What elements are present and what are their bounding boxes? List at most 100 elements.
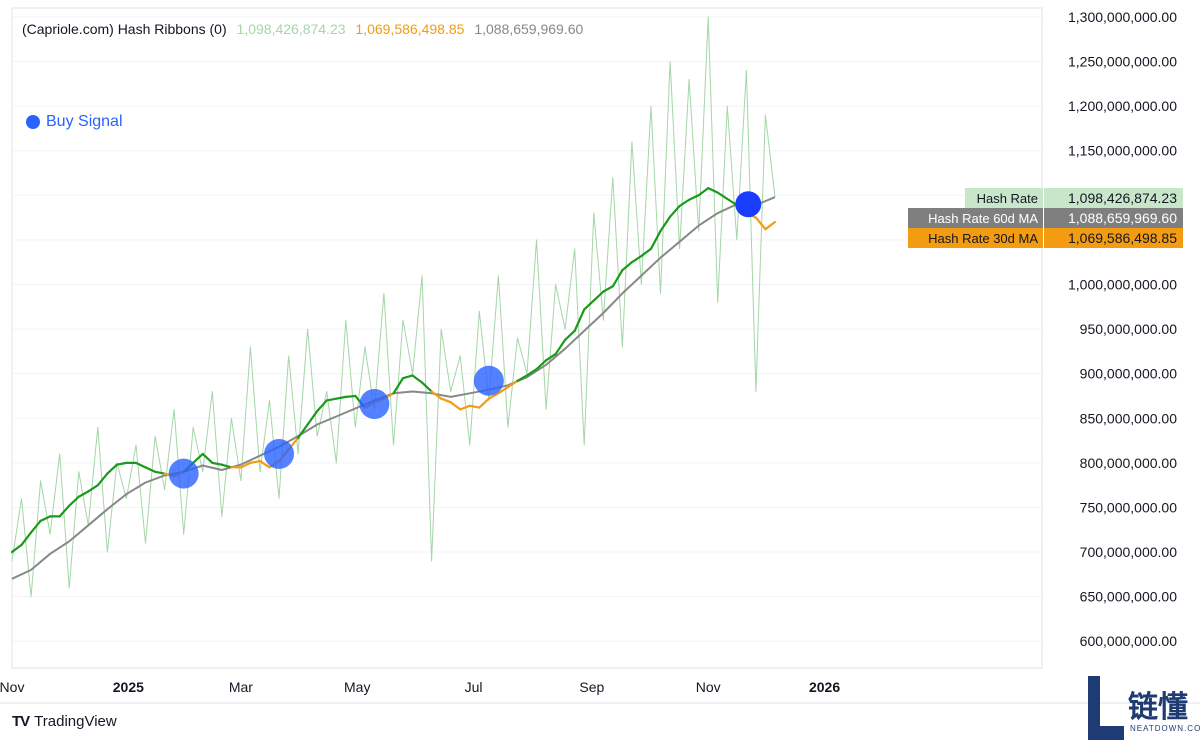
hash-rate-30d-ma-segment [583, 299, 595, 311]
hash-rate-30d-ma-segment [306, 410, 319, 426]
watermark-subtext: NEATDOWN.COM [1130, 724, 1200, 733]
x-tick-label: 2026 [809, 679, 840, 695]
hash-rate-30d-ma-segment [497, 385, 510, 395]
hash-rate-30d-ma-segment [297, 423, 309, 439]
buy-signal-marker [473, 365, 504, 396]
hash-rate-30d-ma-segment [611, 269, 624, 288]
y-tick-label: 650,000,000.00 [1080, 589, 1178, 605]
hash-rate-30d-ma-segment [20, 531, 33, 547]
buy-signal-legend: Buy Signal [26, 113, 123, 131]
price-label-value: 1,069,586,498.85 [1068, 230, 1177, 246]
watermark: 链懂 NEATDOWN.COM [1088, 676, 1200, 740]
x-tick-label: Nov [0, 679, 24, 695]
hash-rate-30d-ma-segment [707, 187, 719, 194]
hash-rate-30d-ma-segment [440, 397, 452, 404]
hash-rate-30d-ma-segment [573, 308, 586, 332]
watermark-logo-icon [1088, 676, 1100, 740]
hash-rate-30d-ma-segment [554, 338, 567, 356]
hash-rate-30d-ma-segment [144, 466, 157, 473]
hash-rate-30d-ma-segment [649, 229, 662, 250]
price-label-name: Hash Rate 30d MA [928, 231, 1038, 246]
y-tick-label: 1,000,000,000.00 [1068, 276, 1177, 292]
hash-rate-30d-ma-segment [564, 329, 576, 341]
hash-rate-30d-ma-segment [621, 261, 634, 272]
header-ma30-value: 1,069,586,498.85 [355, 21, 465, 37]
hash-rate-30d-ma-segment [325, 397, 338, 402]
hash-rate-30d-ma-segment [87, 484, 99, 493]
price-label-value-bg [1044, 228, 1183, 248]
hash-rate-30d-ma-segment [716, 191, 729, 200]
hash-rate-30d-ma-segment [77, 490, 90, 498]
hash-rate-30d-ma-segment [39, 515, 52, 522]
hash-rate-30d-ma-segment [258, 459, 271, 469]
x-tick-label: Jul [465, 679, 483, 695]
buy-signal-label: Buy Signal [46, 113, 123, 130]
indicator-header: (Capriole.com) Hash Ribbons (0) 1,098,42… [22, 21, 589, 37]
hash-rate-30d-ma-segment [401, 374, 414, 380]
header-hash-rate-value: 1,098,426,874.23 [236, 21, 346, 37]
y-tick-label: 950,000,000.00 [1080, 321, 1178, 337]
hash-rate-30d-ma-segment [29, 519, 42, 534]
price-label-name-bg [908, 228, 1043, 248]
price-label-value-bg [1044, 188, 1183, 208]
x-tick-label: Mar [229, 679, 253, 695]
indicator-title: (Capriole.com) Hash Ribbons (0) [22, 21, 227, 37]
hash-rate-30d-ma-segment [115, 461, 128, 466]
hash-rate-30d-ma-segment [754, 216, 767, 231]
y-tick-label: 900,000,000.00 [1080, 366, 1178, 382]
price-label-value: 1,088,659,969.60 [1068, 210, 1177, 226]
y-tick-label: 850,000,000.00 [1080, 410, 1178, 426]
price-label-value: 1,098,426,874.23 [1068, 190, 1177, 206]
hash-rate-30d-ma-segment [249, 459, 262, 464]
hash-rate-30d-ma-segment [316, 399, 328, 413]
y-tick-label: 1,250,000,000.00 [1068, 54, 1177, 70]
hash-rate-30d-ma-segment [525, 368, 538, 377]
price-label-name-bg [965, 188, 1043, 208]
buy-signal-marker [735, 191, 762, 218]
hash-rate-30d-ma-segment [449, 401, 462, 411]
hash-rate-30d-ma-segment [544, 352, 557, 362]
hash-rate-30d-ma-segment [478, 397, 490, 409]
hash-rate-30d-ma-segment [468, 404, 481, 409]
tradingview-label: TradingView [34, 713, 117, 730]
hash-rate-30d-ma-segment [602, 285, 614, 293]
hash-rate-30d-ma-segment [344, 394, 357, 398]
hash-rate-30d-ma-segment [487, 392, 500, 400]
hash-rate-30d-ma-segment [697, 187, 710, 197]
hash-rate-line [11, 16, 776, 598]
hash-rate-30d-ma-segment [201, 452, 214, 464]
hash-rate-30d-ma-segment [668, 204, 681, 218]
hash-rate-30d-ma-segment [220, 463, 233, 469]
price-label-name: Hash Rate [977, 191, 1038, 206]
y-tick-label: 1,200,000,000.00 [1068, 98, 1177, 114]
tradingview-logo[interactable]: TV TradingView [12, 713, 117, 730]
hash-rate-30d-ma-segment [764, 220, 777, 231]
hash-rate-30d-ma-segment [506, 379, 519, 389]
price-label-value-bg [1044, 208, 1183, 228]
price-label-name: Hash Rate 60d MA [928, 211, 1038, 226]
buy-signal-marker [359, 389, 390, 419]
hash-rate-30d-ma-segment [659, 215, 672, 233]
hash-rate-30d-ma-segment [420, 381, 433, 393]
header-ma60-value: 1,088,659,969.60 [474, 21, 584, 37]
buy-signal-marker [264, 438, 295, 469]
y-tick-label: 1,150,000,000.00 [1068, 143, 1177, 159]
x-tick-label: Nov [696, 679, 721, 695]
plot-area [11, 7, 1043, 669]
hash-rate-30d-ma-segment [592, 290, 605, 302]
hash-rate-30d-ma-segment [392, 377, 405, 395]
price-label-name-bg [908, 208, 1043, 228]
y-tick-label: 800,000,000.00 [1080, 455, 1178, 471]
tradingview-icon: TV [12, 713, 30, 730]
hash-rate-30d-ma-segment [134, 461, 147, 469]
y-tick-label: 750,000,000.00 [1080, 499, 1178, 515]
hash-rate-30d-ma-segment [459, 404, 471, 411]
hash-rate-30d-ma-segment [335, 395, 347, 400]
x-tick-label: Sep [579, 679, 604, 695]
hash-rate-30d-ma-segment [430, 390, 443, 400]
hash-rate-30d-ma-segment [239, 461, 252, 469]
hash-rate-30d-ma-segment [106, 463, 119, 475]
hash-rate-30d-ma-segment [516, 374, 529, 382]
x-tick-label: May [344, 679, 370, 695]
